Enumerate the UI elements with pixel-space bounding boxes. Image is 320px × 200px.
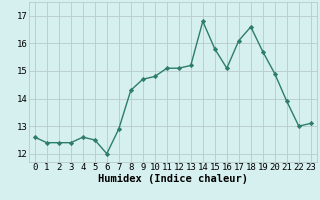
X-axis label: Humidex (Indice chaleur): Humidex (Indice chaleur) xyxy=(98,174,248,184)
